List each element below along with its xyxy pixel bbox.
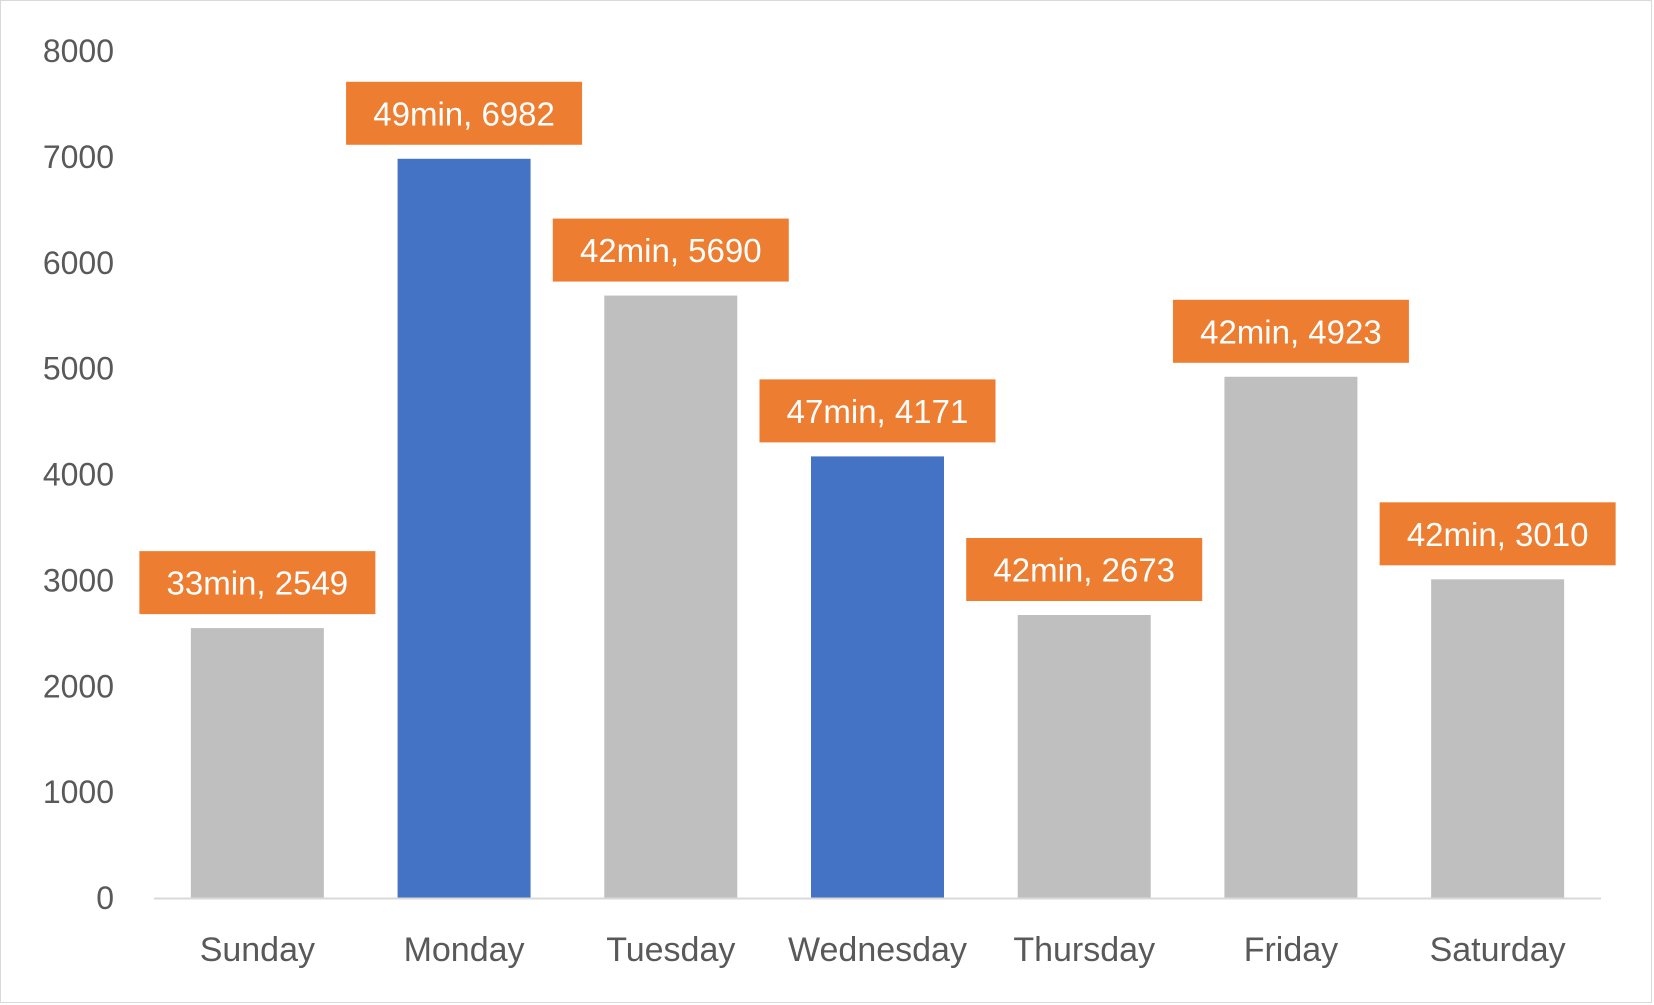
data-label-text: 49min, 6982 (373, 95, 555, 132)
data-labels: 33min, 2549 49min, 6982 42min, 5690 47min, … (139, 81, 1616, 615)
y-tick-label: 5000 (43, 351, 114, 387)
y-tick-label: 4000 (43, 457, 114, 493)
data-label-text: 42min, 3010 (1407, 516, 1589, 553)
data-label-text: 42min, 4923 (1200, 313, 1382, 350)
y-tick-label: 8000 (43, 33, 114, 69)
data-label-box (552, 218, 789, 282)
data-label-monday: 49min, 6982 (346, 81, 583, 145)
category-labels: Sunday Monday Tuesday Wednesday Thursday Frid… (200, 931, 1566, 969)
data-label-sunday: 33min, 2549 (139, 551, 376, 615)
x-tick-label: Tuesday (606, 931, 735, 969)
data-label-text: 42min, 5690 (580, 232, 762, 269)
x-tick-label: Saturday (1430, 931, 1566, 969)
data-label-text: 33min, 2549 (167, 565, 349, 602)
bar-thursday (1017, 614, 1151, 898)
data-label-thursday: 42min, 2673 (966, 537, 1203, 601)
data-label-box (139, 551, 376, 615)
bar-wednesday (811, 456, 944, 898)
data-label-box (346, 81, 583, 145)
data-label-wednesday: 47min, 4171 (759, 379, 996, 443)
bar-monday (397, 158, 531, 898)
x-tick-label: Friday (1244, 931, 1338, 969)
data-label-saturday: 42min, 3010 (1379, 502, 1616, 566)
x-tick-label: Sunday (200, 931, 315, 969)
bar-saturday (1431, 579, 1565, 898)
x-tick-label: Thursday (1013, 931, 1155, 969)
y-tick-label: 0 (96, 880, 114, 916)
data-label-box (759, 379, 996, 443)
x-tick-label: Wednesday (788, 931, 967, 969)
x-tick-label: Monday (404, 931, 525, 969)
data-label-box (1172, 299, 1409, 363)
bars (190, 158, 1565, 899)
bar-tuesday (604, 295, 738, 898)
data-label-text: 47min, 4171 (787, 393, 969, 430)
y-tick-label: 7000 (43, 139, 114, 175)
data-label-text: 42min, 2673 (993, 551, 1175, 588)
data-label-tuesday: 42min, 5690 (552, 218, 789, 282)
y-tick-label: 2000 (43, 668, 114, 704)
y-axis-ticks: 0 1000 2000 3000 4000 5000 6000 7000 8000 (43, 33, 114, 916)
data-label-box (966, 537, 1203, 601)
y-tick-label: 1000 (43, 774, 114, 810)
data-label-friday: 42min, 4923 (1172, 299, 1409, 363)
bar-sunday (190, 628, 324, 898)
y-tick-label: 3000 (43, 562, 114, 598)
bar-friday (1224, 376, 1358, 899)
y-tick-label: 6000 (43, 245, 114, 281)
data-label-box (1379, 502, 1616, 566)
